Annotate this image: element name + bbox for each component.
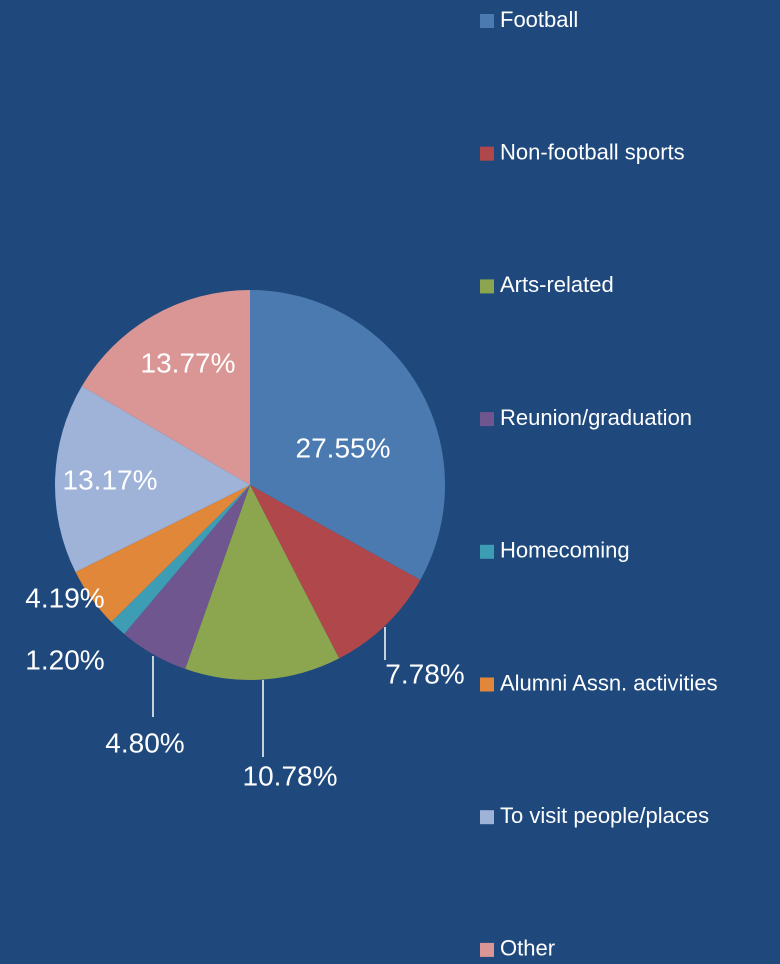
data-label: 13.17% — [63, 464, 158, 495]
legend-label: Arts-related — [500, 272, 614, 297]
pie-slice — [111, 485, 251, 634]
legend-label: Reunion/graduation — [500, 405, 692, 430]
legend-swatch — [480, 146, 494, 161]
legend-label: Non-football sports — [500, 140, 685, 165]
pie-slice — [185, 485, 340, 680]
data-label: 27.55% — [296, 432, 391, 463]
legend-swatch — [480, 279, 494, 294]
data-label: 1.20% — [25, 644, 104, 675]
legend-swatch — [480, 677, 494, 692]
pie-slice — [124, 485, 250, 669]
data-label: 10.78% — [243, 760, 338, 791]
legend-label: Homecoming — [500, 538, 630, 563]
legend-swatch — [480, 544, 494, 559]
pie-slice — [81, 290, 251, 485]
pie-slice — [54, 386, 250, 573]
legend-label: Alumni Assn. activities — [500, 670, 718, 695]
legend-swatch — [480, 942, 494, 957]
legend-swatch — [480, 810, 494, 825]
legend-label: To visit people/places — [500, 803, 709, 828]
pie-slice — [250, 290, 445, 580]
pie-slice — [75, 485, 251, 622]
legend-label: Other — [500, 936, 555, 961]
legend-label: Football — [500, 7, 578, 32]
data-label: 4.80% — [105, 727, 184, 758]
data-label: 7.78% — [385, 658, 464, 689]
data-label: 4.19% — [25, 582, 104, 613]
legend-swatch — [480, 412, 494, 427]
pie-slice — [250, 485, 421, 659]
legend-swatch — [480, 14, 494, 28]
data-label: 13.77% — [141, 347, 236, 378]
